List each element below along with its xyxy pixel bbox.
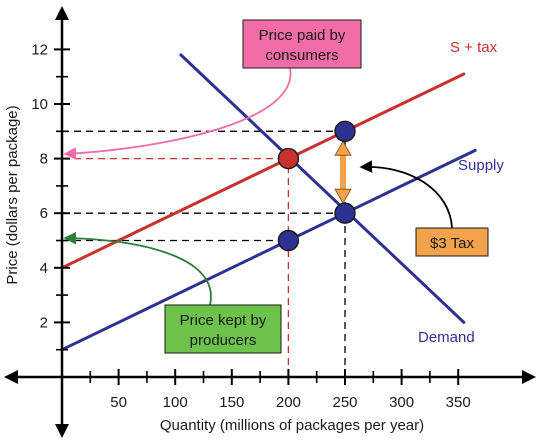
axes	[4, 6, 536, 438]
consumer-box-line-1: Price paid by	[259, 27, 346, 44]
producer-box-line-1: Price kept by	[180, 312, 267, 329]
consumer-price-box	[242, 19, 362, 69]
s-tax-curve	[60, 72, 466, 270]
x-tick-label-350: 350	[446, 394, 471, 411]
y-tick-label-8: 8	[40, 151, 48, 168]
tax-pointer-arrow	[359, 160, 453, 229]
producer-pointer-arrow	[63, 231, 212, 306]
demand-curve	[179, 53, 466, 324]
x-axis-arrow-right	[522, 370, 536, 384]
consumer-box-line-2: consumers	[265, 47, 338, 64]
producer-box-line-2: producers	[190, 332, 257, 349]
ticks: 50 100 150 200 250 300 350 2 4 6 8 10 12	[31, 41, 470, 411]
y-axis-arrow-top	[55, 6, 69, 20]
x-axis-title: Quantity (millions of packages per year)	[160, 417, 424, 434]
supply-curve	[60, 148, 477, 352]
x-tick-label-150: 150	[219, 394, 244, 411]
demand-label: Demand	[418, 329, 475, 346]
tax-box-label: $3 Tax	[430, 235, 474, 252]
consumer-pointer-arrow	[63, 67, 292, 160]
y-axis-title: Price (dollars per package)	[4, 105, 21, 284]
producer-price-box	[164, 304, 282, 354]
tax-top-point	[334, 120, 356, 143]
x-tick-label-300: 300	[389, 394, 414, 411]
y-axis-arrow-bottom	[55, 424, 69, 438]
s-tax-label: S + tax	[450, 39, 498, 56]
annotations: Price paid by consumers Price kept by pr…	[63, 19, 489, 354]
y-tick-label-6: 6	[40, 205, 48, 222]
x-tick-label-100: 100	[163, 394, 188, 411]
curves	[60, 53, 477, 352]
labels: S + tax Supply Demand Quantity (millions…	[4, 39, 504, 434]
y-tick-label-10: 10	[31, 96, 48, 113]
tax-double-arrow	[334, 140, 352, 205]
x-axis-arrow-left	[4, 370, 18, 384]
tax-arrow-head-top	[334, 140, 352, 156]
equilibrium-point	[334, 202, 356, 224]
tax-arrow-head-bottom	[334, 188, 352, 205]
consumer-price-point	[277, 147, 300, 170]
producer-price-point	[277, 229, 300, 252]
x-tick-label-200: 200	[276, 394, 301, 411]
y-tick-label-12: 12	[31, 41, 48, 58]
points	[277, 120, 356, 252]
supply-label: Supply	[458, 157, 504, 174]
tax-box	[415, 227, 489, 257]
y-tick-label-4: 4	[40, 260, 48, 277]
x-tick-label-50: 50	[110, 394, 127, 411]
y-tick-label-2: 2	[40, 314, 48, 331]
x-tick-label-250: 250	[332, 394, 357, 411]
